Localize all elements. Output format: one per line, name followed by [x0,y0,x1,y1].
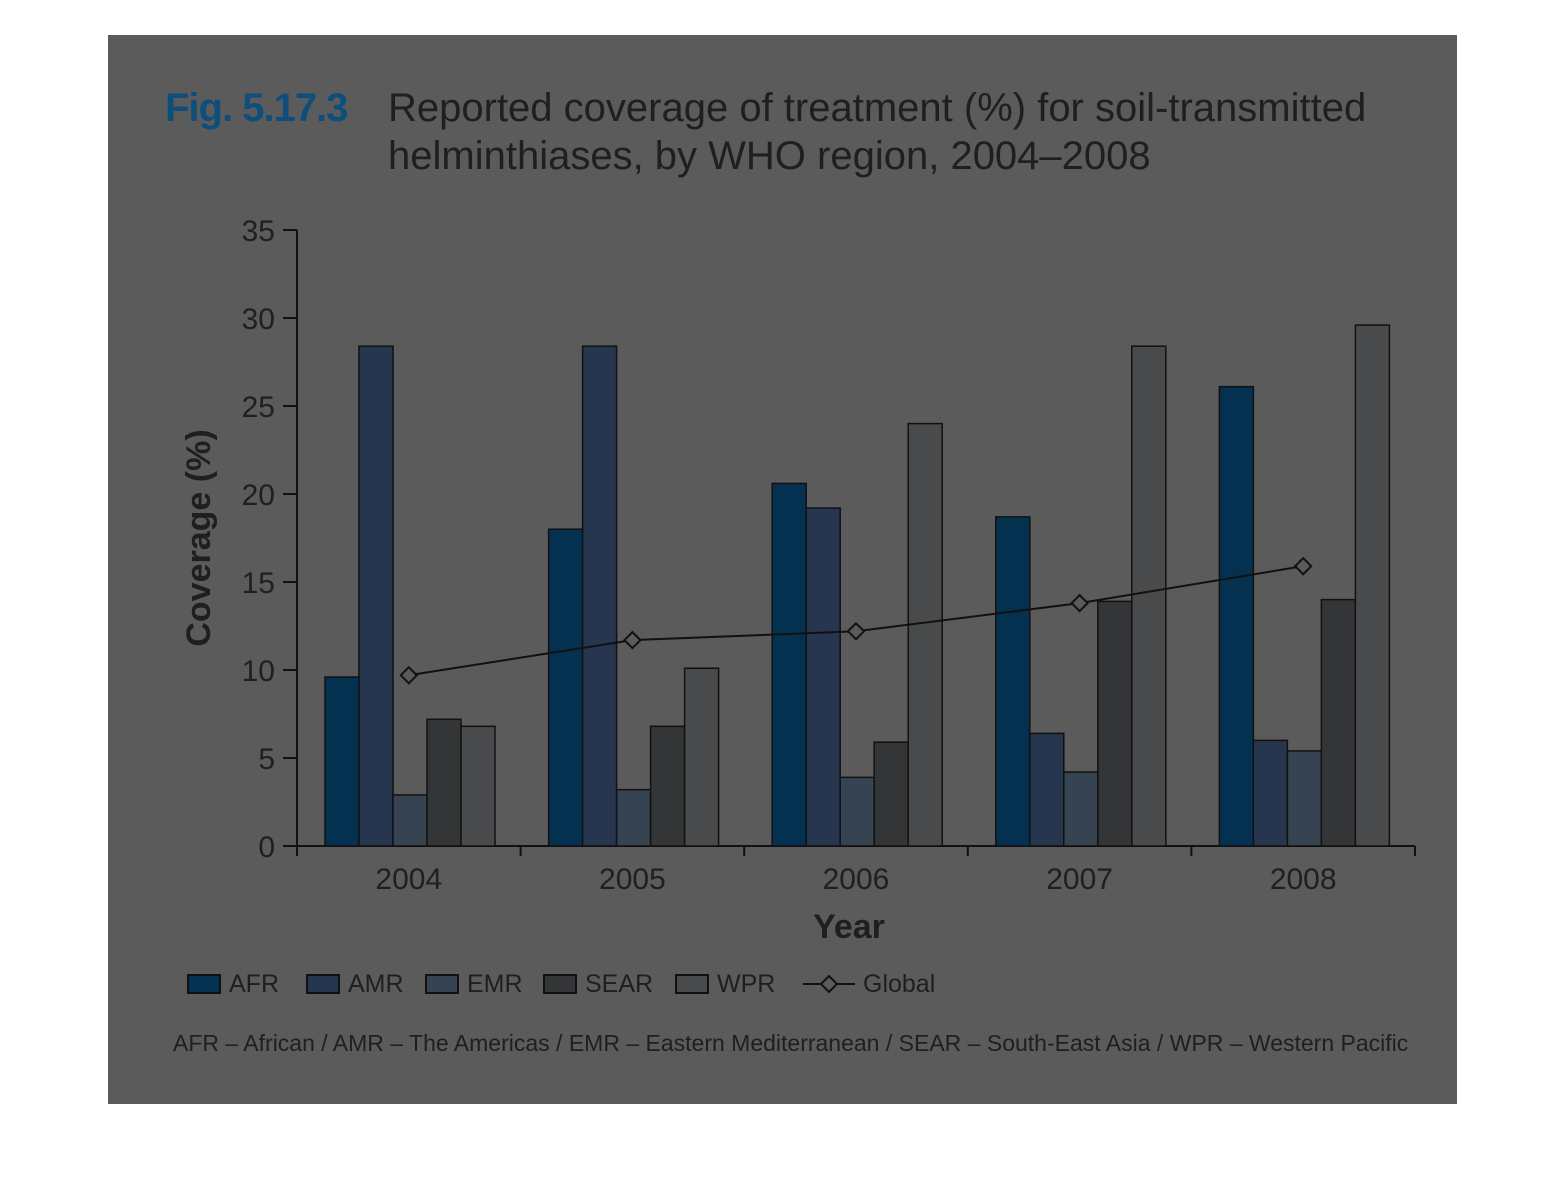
legend-label-sear: SEAR [585,969,654,998]
legend-label-emr: EMR [467,969,523,998]
legend-swatch-global [803,974,855,994]
y-tick-label: 5 [258,743,275,776]
x-tick-label: 2007 [1046,863,1113,896]
bar-sear-2006 [873,741,909,847]
legend-item-wpr: WPR [675,968,775,1000]
bar-afr-2005 [547,528,584,847]
y-tick-label: 10 [242,655,275,688]
chart-bars [324,324,1391,847]
x-tick-label: 2004 [375,863,442,896]
x-axis-label: Year [813,908,885,946]
bar-sear-2005 [649,725,686,847]
y-tick-label: 25 [242,391,275,424]
x-tick-label: 2008 [1270,863,1337,896]
figure-title: Reported coverage of treatment (%) for s… [388,86,1367,178]
bar-emr-2004 [392,794,428,847]
bar-emr-2008 [1286,750,1323,847]
bar-wpr-2008 [1354,324,1391,847]
legend-item-sear: SEAR [543,968,653,1000]
bar-wpr-2006 [907,422,943,847]
legend-item-global: Global [803,968,935,1000]
axis-labels: Year Coverage (%) [180,429,885,946]
bar-amr-2005 [581,345,618,847]
legend-label-wpr: WPR [717,969,776,998]
legend-item-emr: EMR [425,968,523,1000]
bar-wpr-2004 [460,725,496,847]
bar-sear-2004 [426,718,462,847]
x-tick-label: 2005 [599,863,666,896]
y-tick-label: 30 [242,303,275,336]
legend-label-amr: AMR [348,969,404,998]
y-axis-label: Coverage (%) [180,429,218,646]
legend-swatch-emr [425,974,459,994]
bar-emr-2005 [615,788,652,847]
legend-label-afr: AFR [229,969,279,998]
global-line-path [408,565,1304,677]
x-tick-label: 2006 [823,863,890,896]
bar-emr-2007 [1063,771,1099,847]
global-point-2006 [846,621,866,641]
legend-swatch-wpr [675,974,709,994]
figure-number: Fig. 5.17.3 [165,86,348,130]
bar-wpr-2007 [1131,345,1167,847]
legend-swatch-amr [306,974,340,994]
bar-afr-2004 [324,676,360,847]
legend-item-afr: AFR [187,968,279,1000]
bar-amr-2007 [1029,732,1065,847]
bar-amr-2006 [805,507,841,847]
legend-item-amr: AMR [306,968,404,1000]
global-line [399,556,1313,685]
y-tick-label: 20 [242,479,275,512]
legend-swatch-afr [187,974,221,994]
bar-wpr-2005 [683,667,720,847]
y-tick-label: 15 [242,567,275,600]
global-point-2007 [1070,593,1090,613]
bar-afr-2008 [1218,385,1255,847]
bar-afr-2006 [771,482,807,847]
bar-amr-2008 [1252,739,1289,847]
global-point-2004 [399,665,419,685]
legend-swatch-sear [543,974,577,994]
y-tick-label: 0 [258,831,275,864]
bar-amr-2004 [358,345,394,847]
global-point-2005 [622,630,642,650]
y-tick-label: 35 [242,215,275,248]
bar-sear-2007 [1097,600,1133,847]
bar-emr-2006 [839,776,875,847]
legend-label-global: Global [863,969,936,998]
footnote: AFR – African / AMR – The Americas / EMR… [173,1030,1409,1056]
bar-sear-2008 [1320,598,1357,847]
global-point-2008 [1293,556,1313,576]
bar-afr-2007 [995,516,1031,847]
